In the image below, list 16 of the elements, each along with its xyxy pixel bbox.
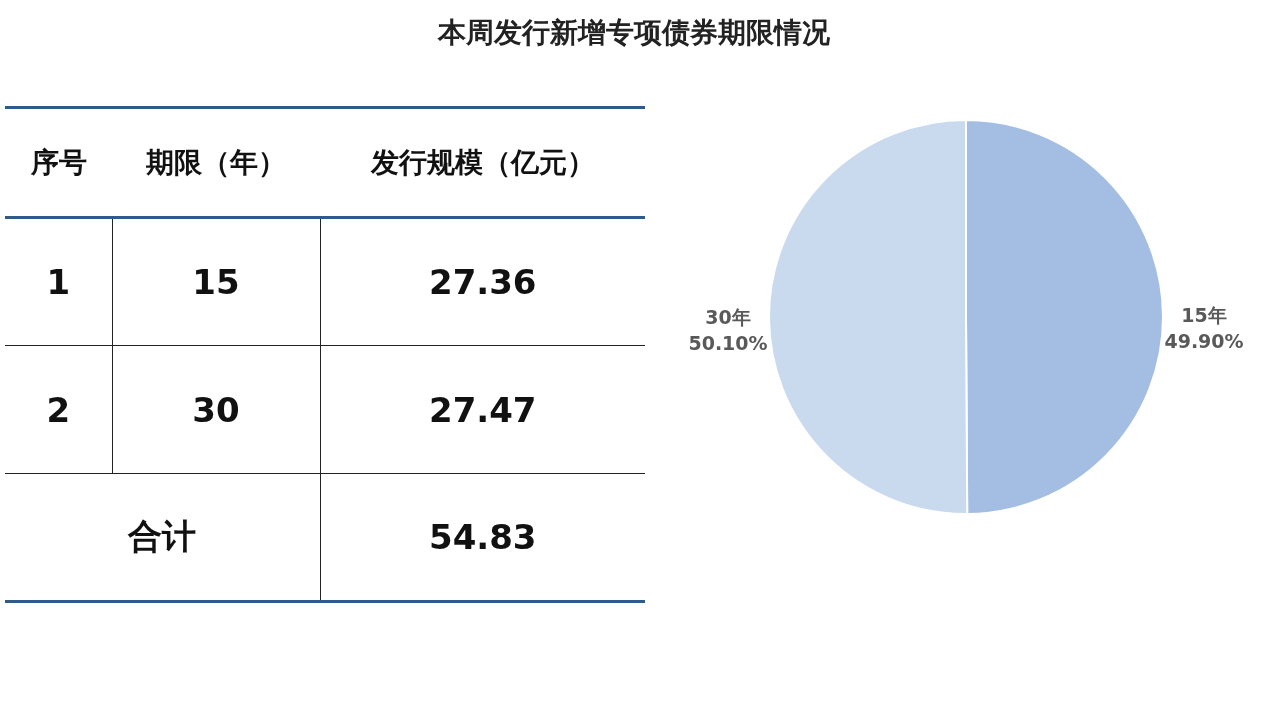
text: 发行规模（亿元）	[320, 107, 645, 218]
data-label: 50.10%	[688, 331, 768, 354]
text: 2	[5, 345, 112, 474]
chart-title: 本周发行新增专项债券期限情况	[436, 15, 831, 51]
text: 合计	[5, 473, 320, 602]
text: 序号	[5, 107, 112, 218]
text: 1	[5, 217, 112, 346]
text: 27.36	[320, 217, 645, 346]
slice-label: 15年	[1181, 304, 1227, 327]
data-label: 49.90%	[1164, 330, 1244, 353]
text: 15	[112, 217, 320, 346]
slice-label: 30年	[705, 305, 751, 328]
text: 27.47	[320, 345, 645, 474]
text: 30	[112, 345, 320, 474]
text: 54.83	[320, 473, 645, 602]
text: 期限（年）	[112, 107, 320, 218]
